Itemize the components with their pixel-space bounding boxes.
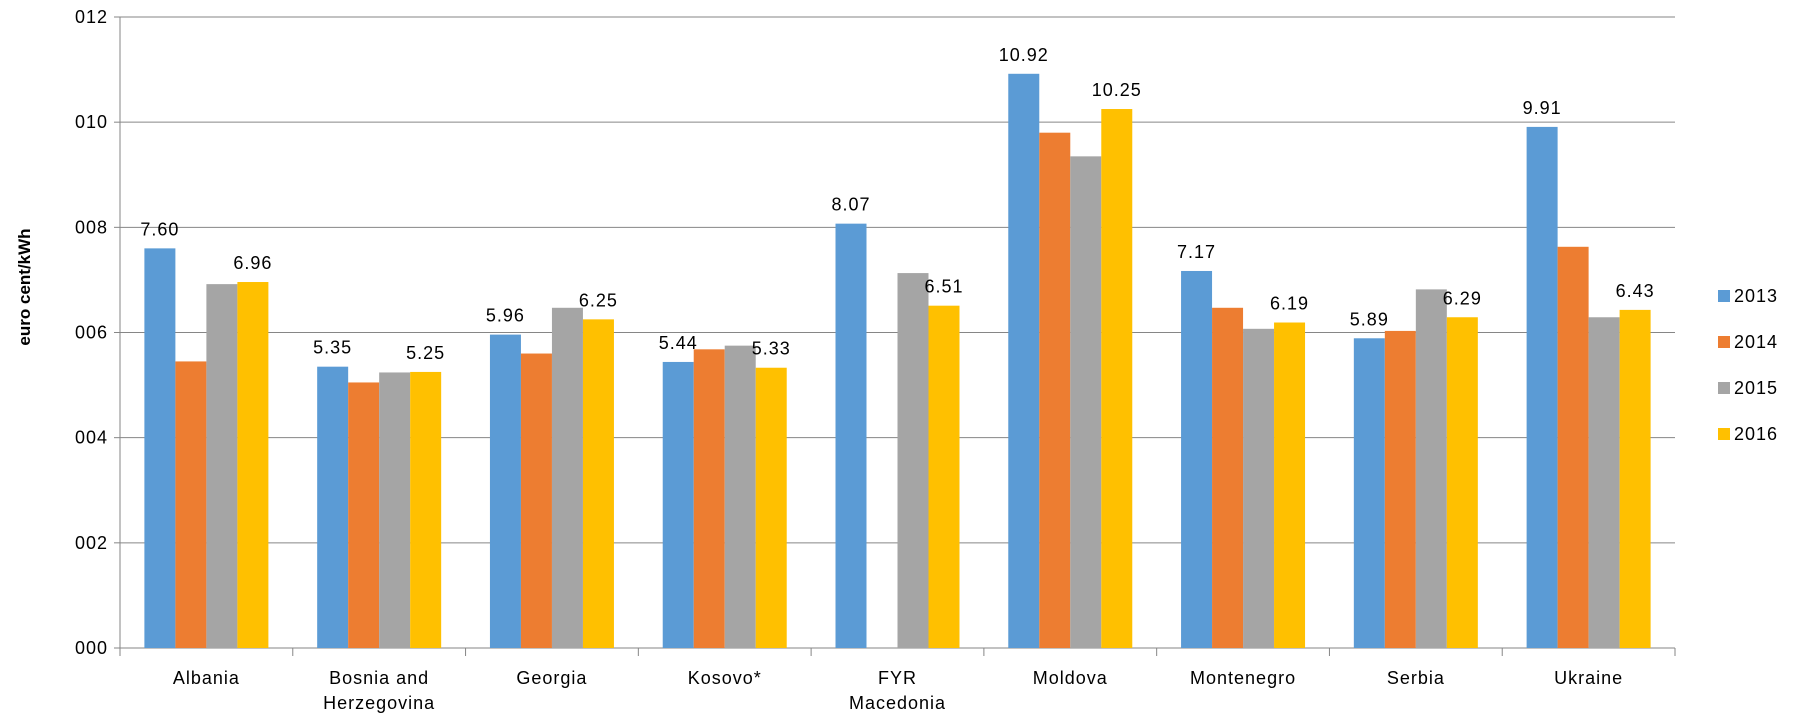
category-label: Bosnia and bbox=[329, 668, 429, 688]
data-label: 5.33 bbox=[752, 339, 791, 359]
bar-2015 bbox=[1070, 156, 1102, 649]
category-labels: Albania Bosnia and Herzegovina Georgia Kosov… bbox=[173, 668, 1623, 713]
bar-2015 bbox=[1243, 328, 1275, 648]
data-label: 7.60 bbox=[140, 219, 179, 239]
bar-2015 bbox=[206, 284, 238, 648]
bar-2013 bbox=[662, 361, 694, 648]
category-label: Serbia bbox=[1387, 668, 1445, 688]
bar-2014 bbox=[1384, 330, 1416, 648]
data-label: 5.44 bbox=[659, 333, 698, 353]
data-label: 5.25 bbox=[406, 343, 445, 363]
legend-swatch bbox=[1718, 290, 1730, 302]
bar-2015 bbox=[897, 273, 929, 648]
category-label: Ukraine bbox=[1554, 668, 1623, 688]
category-label: FYR bbox=[878, 668, 917, 688]
data-label: 5.89 bbox=[1350, 309, 1389, 329]
y-tick-label: 002 bbox=[75, 533, 108, 553]
bar-2016 bbox=[755, 367, 787, 648]
bar-2014 bbox=[1557, 246, 1589, 648]
bar-2014 bbox=[520, 353, 552, 648]
legend: 2013 2014 2015 2016 bbox=[1718, 286, 1778, 444]
bar-2016 bbox=[1274, 322, 1306, 648]
bar-2014 bbox=[1212, 307, 1244, 648]
y-tick-label: 006 bbox=[75, 323, 108, 343]
bar-2013 bbox=[835, 223, 867, 648]
bar-2013 bbox=[317, 366, 349, 648]
bar-2013 bbox=[1526, 126, 1558, 648]
data-label: 8.07 bbox=[831, 195, 870, 215]
legend-label: 2016 bbox=[1734, 424, 1778, 444]
y-axis-title: euro cent/kWh bbox=[15, 228, 34, 345]
data-label: 9.91 bbox=[1523, 98, 1562, 118]
data-label: 10.92 bbox=[999, 45, 1049, 65]
bar-2013 bbox=[1181, 270, 1213, 648]
bar-2013 bbox=[1008, 73, 1040, 649]
legend-swatch bbox=[1718, 336, 1730, 348]
bar-2016 bbox=[1446, 317, 1478, 648]
bars bbox=[144, 73, 1651, 649]
bar-2013 bbox=[489, 334, 521, 648]
bar-2014 bbox=[348, 382, 380, 648]
data-label: 5.96 bbox=[486, 306, 525, 326]
bar-2015 bbox=[379, 372, 411, 648]
category-label: Moldova bbox=[1033, 668, 1108, 688]
data-label: 6.25 bbox=[579, 290, 618, 310]
legend-label: 2015 bbox=[1734, 378, 1778, 398]
category-label: Montenegro bbox=[1190, 668, 1296, 688]
category-label: Herzegovina bbox=[323, 693, 435, 713]
category-label: Macedonia bbox=[849, 693, 946, 713]
y-tick-label: 010 bbox=[75, 112, 108, 132]
bar-2016 bbox=[582, 319, 614, 648]
bar-2016 bbox=[410, 371, 442, 648]
data-label: 6.29 bbox=[1443, 288, 1482, 308]
data-labels: 7.60 6.96 5.35 5.25 5.96 6.25 5.44 5.33 8.07 6.51… bbox=[140, 45, 1655, 363]
category-label: Albania bbox=[173, 668, 240, 688]
y-tick-label: 004 bbox=[75, 428, 108, 448]
bar-2016 bbox=[928, 305, 960, 648]
bar-2014 bbox=[175, 361, 207, 648]
y-tick-label: 000 bbox=[75, 638, 108, 658]
legend-swatch bbox=[1718, 382, 1730, 394]
y-tick-label: 008 bbox=[75, 217, 108, 237]
bar-2013 bbox=[144, 248, 176, 648]
data-label: 7.17 bbox=[1177, 242, 1216, 262]
bar-2016 bbox=[1619, 309, 1651, 648]
y-tick-label: 012 bbox=[75, 7, 108, 27]
bar-2015 bbox=[551, 307, 583, 648]
legend-label: 2013 bbox=[1734, 286, 1778, 306]
category-label: Kosovo* bbox=[688, 668, 762, 688]
bar-2014 bbox=[693, 349, 725, 648]
category-label: Georgia bbox=[516, 668, 587, 688]
bar-2014 bbox=[1039, 132, 1071, 648]
data-label: 6.19 bbox=[1270, 294, 1309, 314]
bar-2015 bbox=[724, 345, 756, 648]
bar-2016 bbox=[237, 282, 269, 648]
bar-2016 bbox=[1101, 109, 1133, 649]
data-label: 6.51 bbox=[924, 277, 963, 297]
legend-label: 2014 bbox=[1734, 332, 1778, 352]
bar-2013 bbox=[1353, 338, 1385, 648]
bar-2015 bbox=[1415, 289, 1447, 648]
bar-2015 bbox=[1588, 317, 1620, 648]
data-label: 6.96 bbox=[233, 253, 272, 273]
data-label: 10.25 bbox=[1092, 80, 1142, 100]
legend-swatch bbox=[1718, 428, 1730, 440]
data-label: 5.35 bbox=[313, 338, 352, 358]
data-label: 6.43 bbox=[1616, 281, 1655, 301]
